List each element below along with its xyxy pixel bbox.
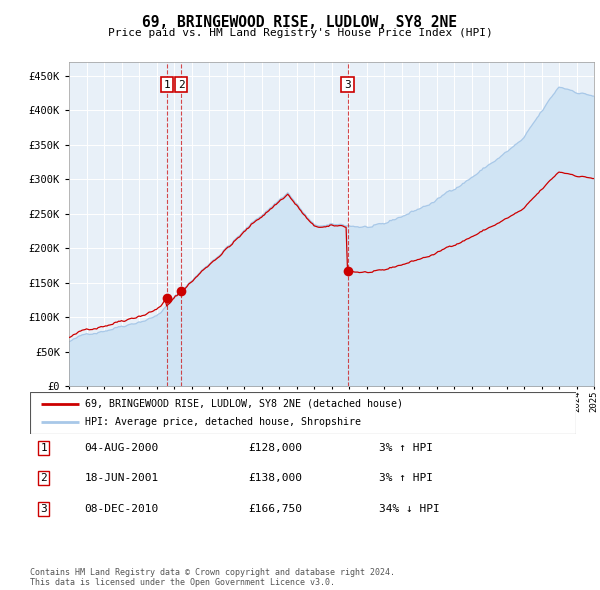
Text: 69, BRINGEWOOD RISE, LUDLOW, SY8 2NE (detached house): 69, BRINGEWOOD RISE, LUDLOW, SY8 2NE (de… bbox=[85, 399, 403, 409]
Text: 3: 3 bbox=[344, 80, 351, 90]
Text: 1: 1 bbox=[40, 443, 47, 453]
Text: Price paid vs. HM Land Registry's House Price Index (HPI): Price paid vs. HM Land Registry's House … bbox=[107, 28, 493, 38]
Text: £128,000: £128,000 bbox=[248, 443, 302, 453]
Text: 1: 1 bbox=[163, 80, 170, 90]
Text: 3% ↑ HPI: 3% ↑ HPI bbox=[379, 474, 433, 483]
Text: 04-AUG-2000: 04-AUG-2000 bbox=[85, 443, 159, 453]
Text: £166,750: £166,750 bbox=[248, 504, 302, 514]
Text: £138,000: £138,000 bbox=[248, 474, 302, 483]
Text: HPI: Average price, detached house, Shropshire: HPI: Average price, detached house, Shro… bbox=[85, 417, 361, 427]
Text: 34% ↓ HPI: 34% ↓ HPI bbox=[379, 504, 440, 514]
Text: 2: 2 bbox=[178, 80, 185, 90]
Text: 18-JUN-2001: 18-JUN-2001 bbox=[85, 474, 159, 483]
Text: 2: 2 bbox=[40, 474, 47, 483]
Text: 3% ↑ HPI: 3% ↑ HPI bbox=[379, 443, 433, 453]
Text: 3: 3 bbox=[40, 504, 47, 514]
Text: 69, BRINGEWOOD RISE, LUDLOW, SY8 2NE: 69, BRINGEWOOD RISE, LUDLOW, SY8 2NE bbox=[143, 15, 458, 30]
Text: 08-DEC-2010: 08-DEC-2010 bbox=[85, 504, 159, 514]
Text: Contains HM Land Registry data © Crown copyright and database right 2024.
This d: Contains HM Land Registry data © Crown c… bbox=[30, 568, 395, 587]
